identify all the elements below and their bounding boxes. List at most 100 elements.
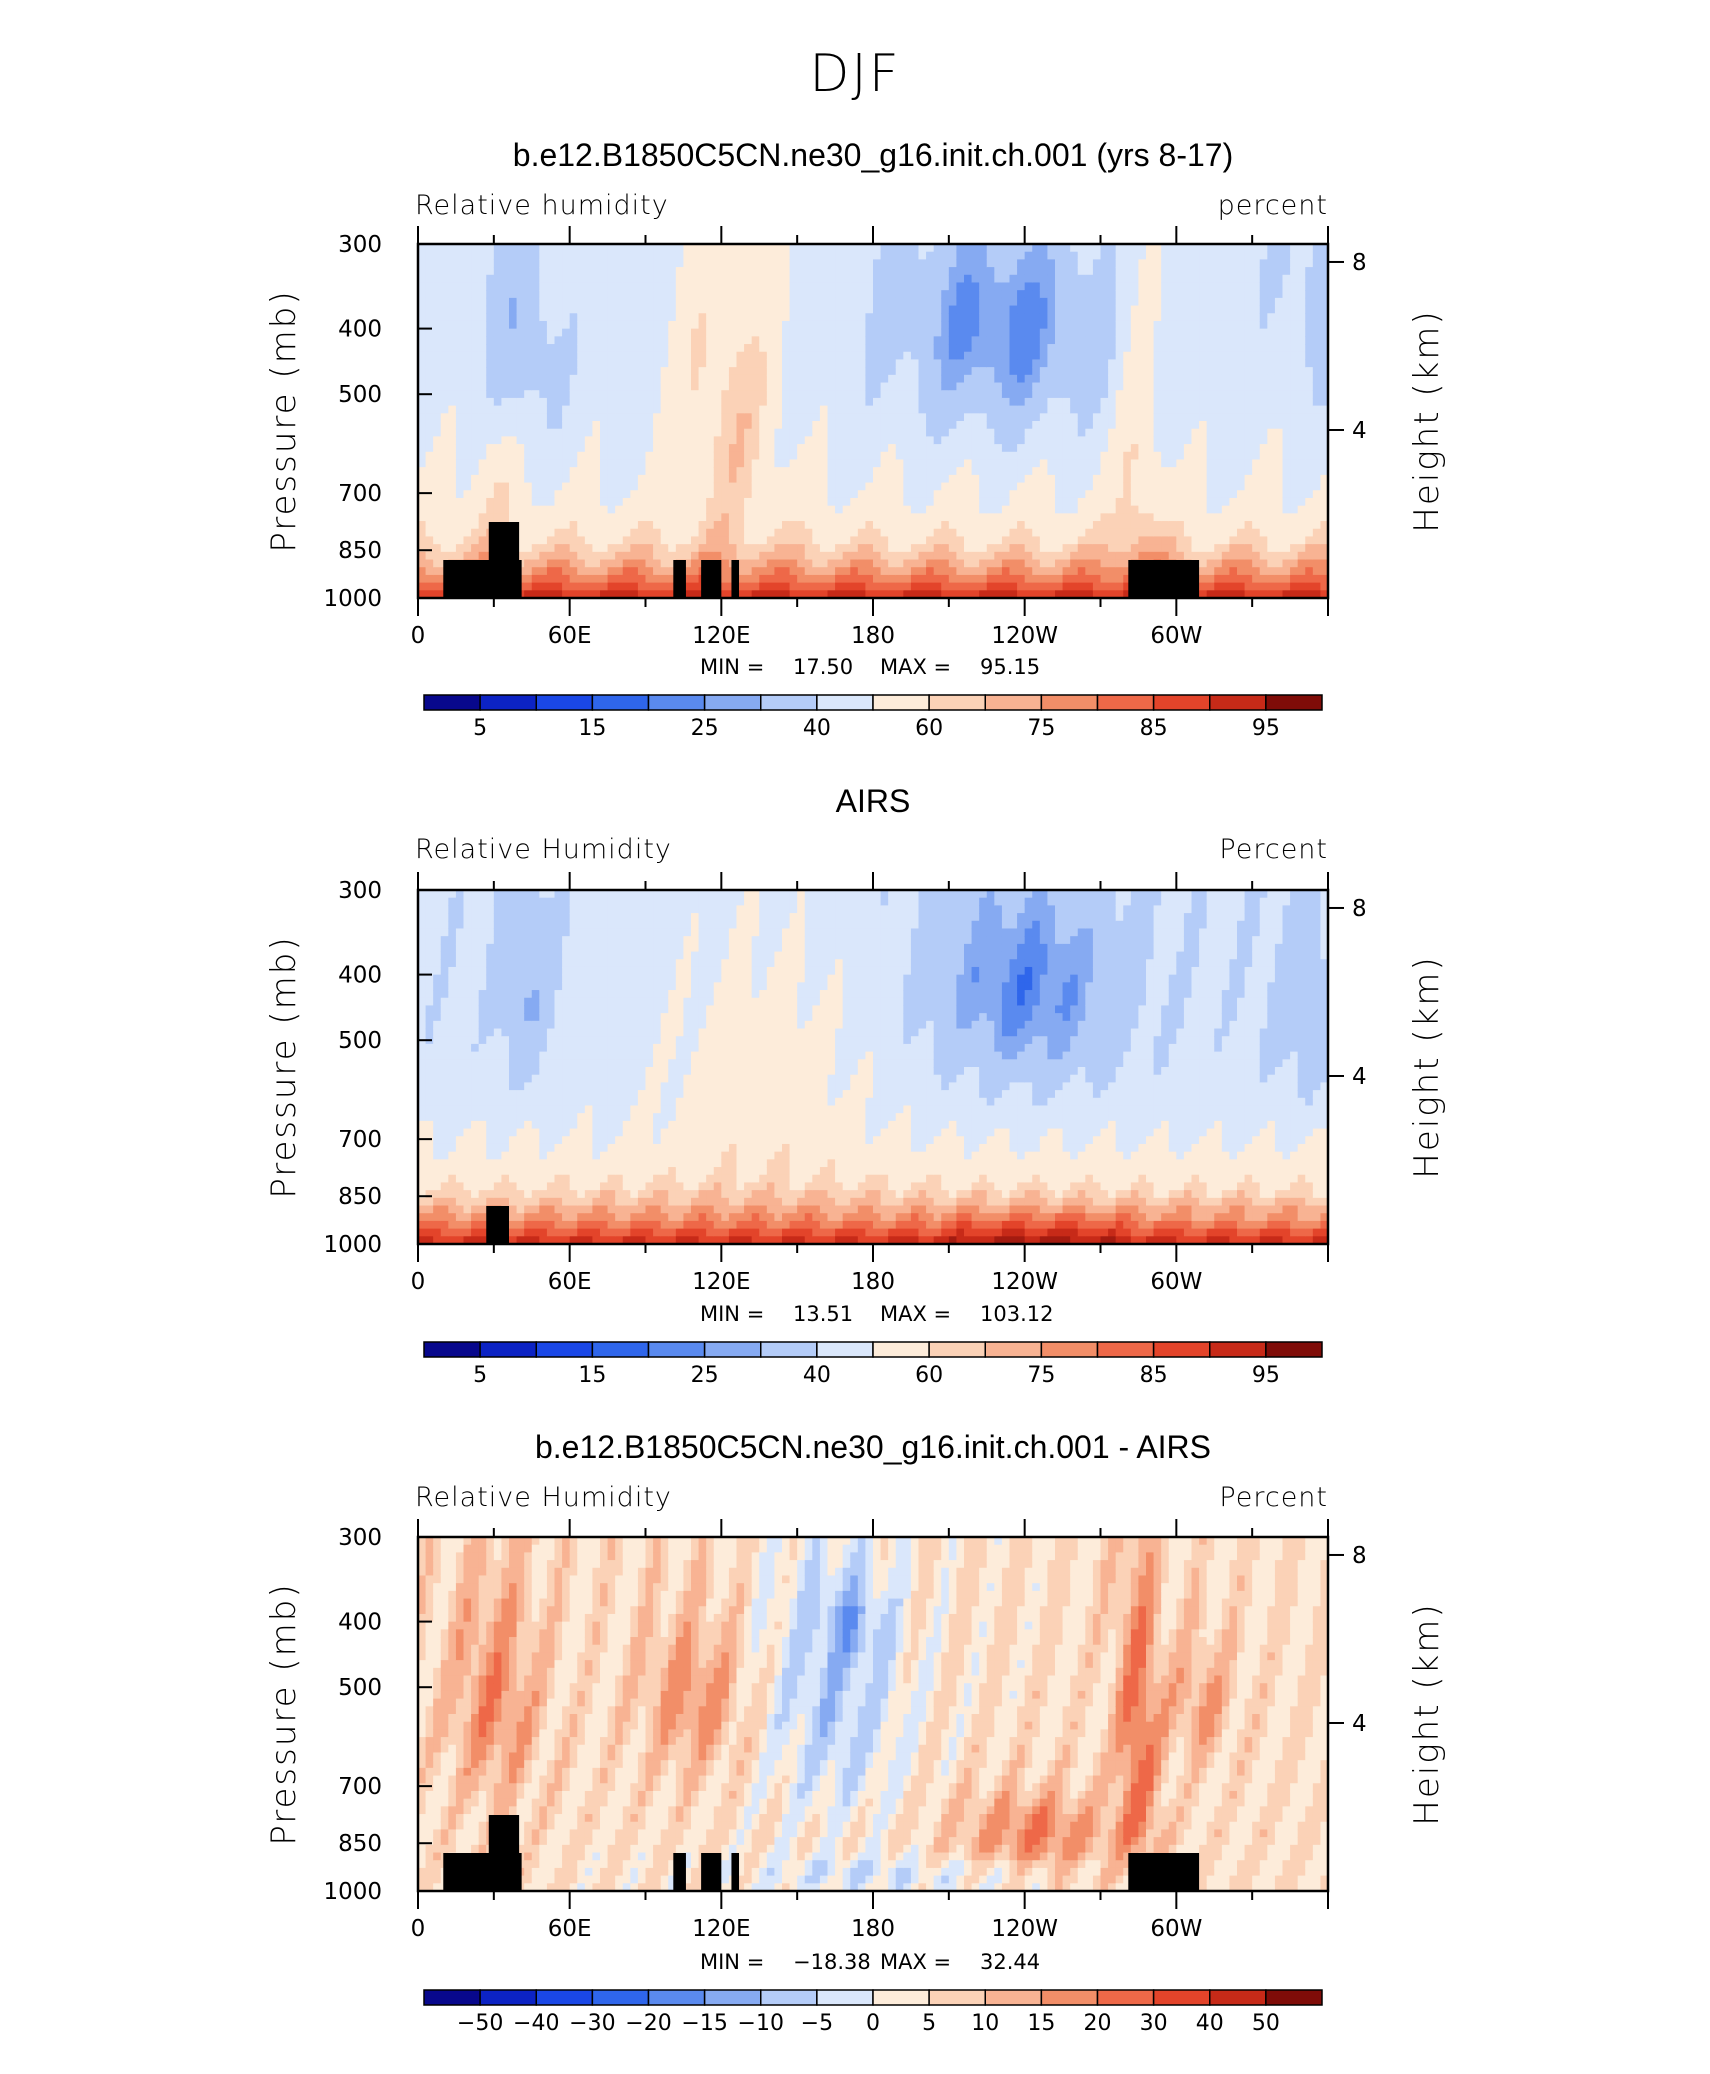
heatmap-cell [1206,559,1215,568]
heatmap-cell [592,413,601,422]
heatmap-cell [440,274,449,284]
heatmap-cell [873,313,882,322]
heatmap-cell [683,567,692,576]
heatmap-cell [910,505,920,514]
heatmap-cell [994,590,1003,599]
heatmap-cell [1153,428,1162,437]
heatmap-cell [584,482,594,491]
heatmap-cell [440,451,449,461]
heatmap-cell [1092,436,1102,445]
heatmap-cell [592,336,601,345]
heatmap-cell [1055,351,1064,361]
heatmap-cell [433,497,442,507]
heatmap-cell [1199,551,1208,561]
heatmap-cell [1032,290,1041,299]
heatmap-cell [1183,336,1193,345]
heatmap-cell [433,444,442,453]
heatmap-cell [865,482,874,491]
heatmap-cell [584,336,594,345]
heatmap-cell [782,521,791,530]
heatmap-cell [850,528,859,538]
heatmap-cell [857,282,867,291]
heatmap-cell [531,244,540,253]
heatmap-cell [1221,482,1231,491]
heatmap-cell [433,344,442,353]
heatmap-cell [926,313,935,322]
heatmap-cell [1206,567,1215,576]
heatmap-cell [501,305,510,314]
heatmap-cell [471,444,480,453]
heatmap-cell [774,490,783,499]
heatmap-cell [933,282,942,291]
heatmap-cell [1191,405,1200,414]
heatmap-cell [736,451,745,461]
heatmap-cell [1214,490,1223,499]
heatmap-cell [880,251,889,260]
heatmap-cell [865,582,874,591]
heatmap-cell [1055,490,1064,499]
heatmap-cell [1237,282,1246,291]
heatmap-cell [721,267,730,276]
heatmap-cell [691,544,700,553]
heatmap-cell [918,444,927,453]
heatmap-cell [1077,467,1086,476]
heatmap-cell [455,359,465,368]
heatmap-cell [933,482,942,491]
heatmap-cell [918,590,927,599]
heatmap-cell [713,551,722,561]
heatmap-cell [524,297,533,307]
heatmap-cell [774,305,783,314]
heatmap-cell [888,244,897,253]
heatmap-cell [1062,359,1071,368]
heatmap-cell [865,382,874,391]
heatmap-cell [842,344,851,353]
heatmap-cell [979,367,988,376]
heatmap-cell [471,367,480,376]
heatmap-cell [1032,305,1041,314]
heatmap-cell [524,344,533,353]
heatmap-cell [926,405,935,414]
heatmap-cell [903,528,912,538]
heatmap-cell [569,267,578,276]
heatmap-cell [1146,320,1155,330]
heatmap-cell [941,351,950,361]
heatmap-cell [964,436,973,445]
heatmap-cell [600,421,609,430]
heatmap-cell [1092,282,1102,291]
heatmap-cell [1199,505,1208,514]
heatmap-cell [782,536,791,545]
heatmap-cell [812,451,821,461]
heatmap-cell [660,459,669,468]
heatmap-cell [744,451,753,461]
heatmap-cell [1055,367,1064,376]
heatmap-cell [1221,544,1231,553]
heatmap-cell [819,444,829,453]
heatmap-cell [455,528,465,538]
heatmap-cell [736,305,745,314]
heatmap-cell [842,544,851,553]
heatmap-cell [857,290,867,299]
heatmap-field [418,244,1329,599]
heatmap-cell [478,413,487,422]
heatmap-cell [1130,336,1140,345]
heatmap-cell [546,544,556,553]
heatmap-cell [1070,482,1079,491]
heatmap-cell [1032,482,1041,491]
heatmap-cell [1055,590,1064,599]
heatmap-cell [1229,467,1238,476]
heatmap-cell [910,405,920,414]
heatmap-cell [630,259,639,268]
heatmap-cell [819,413,829,422]
heatmap-cell [895,274,904,284]
heatmap-cell [1024,359,1033,368]
heatmap-cell [964,413,973,422]
heatmap-cell [653,497,662,507]
heatmap-cell [569,421,578,430]
heatmap-cell [425,436,434,445]
heatmap-cell [1130,521,1140,530]
heatmap-cell [926,421,935,430]
heatmap-cell [880,374,889,384]
heatmap-cell [1001,344,1011,353]
heatmap-cell [1100,328,1109,337]
heatmap-cell [895,305,904,314]
